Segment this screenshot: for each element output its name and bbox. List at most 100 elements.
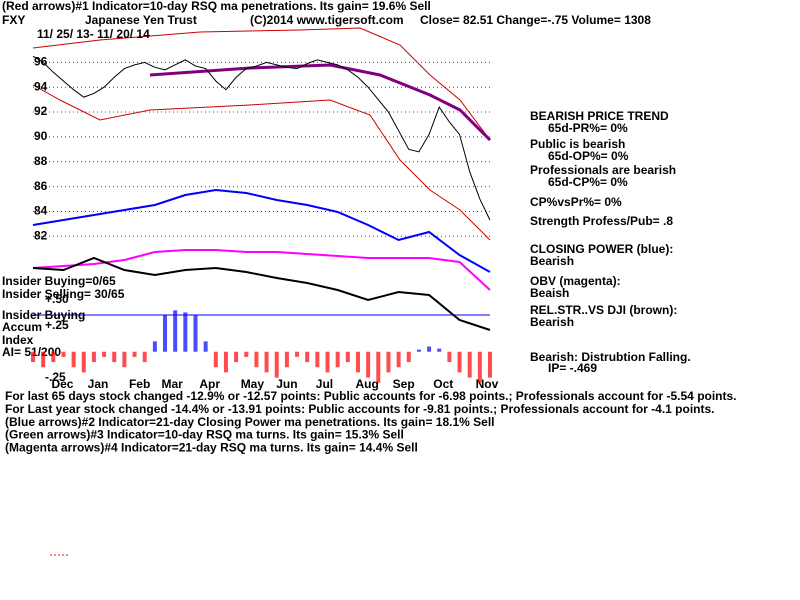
header: (Red arrows)#1 Indicator=10-day RSQ ma p… — [2, 0, 651, 41]
bar — [416, 349, 421, 352]
y-tick-label: 82 — [34, 228, 48, 242]
side-note: OBV (magenta): — [530, 274, 621, 288]
x-tick-label: Sep — [393, 377, 415, 391]
series-line — [32, 256, 491, 331]
bar — [193, 315, 198, 352]
name: Japanese Yen Trust — [85, 13, 197, 27]
y-tick-label: 88 — [34, 154, 48, 168]
bar — [396, 351, 401, 368]
bar — [244, 351, 249, 357]
bar — [315, 351, 320, 368]
side-note: Bearish: Distrubtion Falling. — [530, 350, 691, 364]
bar — [41, 351, 46, 368]
bar — [447, 351, 452, 363]
y-tick-label: 94 — [34, 79, 48, 93]
bar — [112, 351, 117, 363]
bar — [467, 351, 472, 378]
side-note: REL.STR..VS DJI (brown): — [530, 303, 677, 317]
bar — [71, 351, 76, 368]
series-line — [32, 55, 491, 221]
left-label: Insider Buying — [2, 308, 85, 322]
bar — [61, 351, 66, 357]
bar — [81, 351, 86, 373]
y-tick-label: +.25 — [45, 318, 69, 332]
y-tick-label: -.25 — [45, 370, 66, 384]
footer-line: (Green arrows)#3 Indicator=10-day RSQ ma… — [5, 428, 404, 442]
y-tick-label: 84 — [34, 204, 48, 218]
side-note: Public is bearish — [530, 137, 625, 151]
bar — [31, 351, 35, 363]
ticker: FXY — [2, 13, 25, 27]
bar — [427, 346, 432, 352]
bar — [163, 315, 168, 352]
x-tick-label: Jul — [316, 377, 333, 391]
left-label: Index — [2, 333, 34, 347]
side-note: Bearish — [530, 254, 574, 268]
side-note: 65d-CP%= 0% — [548, 175, 628, 189]
x-tick-label: Aug — [355, 377, 378, 391]
plots: 82 84 86 88 90 92 94 96 Dec Jan Feb Mar Apr May Jun Jul… — [31, 55, 499, 391]
side-note: CP%vsPr%= 0% — [530, 195, 622, 209]
y-tick-label: 86 — [34, 179, 48, 193]
bar — [376, 351, 381, 383]
side-note: Professionals are bearish — [530, 163, 676, 177]
bar — [386, 351, 391, 373]
left-label: Insider Selling= 30/65 — [2, 287, 125, 301]
lower-band — [32, 84, 491, 241]
bar — [437, 348, 442, 352]
series-line — [32, 188, 491, 273]
bar — [284, 351, 289, 368]
side-note: CLOSING POWER (blue): — [530, 242, 673, 256]
bar — [274, 351, 279, 378]
footer-line: For Last year stock changed -14.4% or -1… — [5, 402, 715, 416]
bar — [325, 351, 330, 373]
bar — [122, 351, 127, 368]
left-label: Accum — [2, 320, 42, 334]
bar — [335, 351, 340, 368]
x-tick-label: Mar — [161, 377, 183, 391]
side-note: Bearish — [530, 315, 574, 329]
bar — [132, 351, 137, 357]
bar — [234, 351, 239, 363]
copyright: (C)2014 www.tigersoft.com — [250, 13, 404, 27]
bar — [477, 351, 482, 383]
bar — [102, 351, 107, 357]
bar — [355, 351, 360, 373]
x-tick-label: Dec — [51, 377, 73, 391]
x-tick-label: Feb — [129, 377, 150, 391]
bar — [203, 341, 208, 352]
bar — [183, 312, 188, 352]
bar — [91, 351, 96, 363]
moving-average — [149, 63, 492, 142]
quote: Close= 82.51 Change=-.75 Volume= 1308 — [420, 13, 651, 27]
x-tick-label: Apr — [199, 377, 220, 391]
bar — [366, 351, 371, 378]
footer: For last 65 days stock changed -12.9% or… — [5, 389, 737, 454]
bar — [254, 351, 259, 368]
footer-line: (Magenta arrows)#4 Indicator=21-day RSQ … — [5, 440, 418, 454]
date-range: 11/ 25/ 13- 11/ 20/ 14 — [37, 27, 150, 41]
series-line — [32, 249, 491, 291]
header-line: (Red arrows)#1 Indicator=10-day RSQ ma p… — [2, 0, 431, 13]
footer-line: For last 65 days stock changed -12.9% or… — [5, 389, 737, 403]
bar — [223, 351, 228, 373]
bar — [406, 351, 411, 363]
bar — [305, 351, 310, 363]
bar — [264, 351, 269, 373]
left-label: Insider Buying=0/65 — [2, 274, 116, 288]
bar — [152, 341, 157, 352]
footer-line: (Blue arrows)#2 Indicator=21-day Closing… — [5, 415, 495, 429]
x-tick-label: Oct — [433, 377, 453, 391]
bar — [173, 310, 178, 352]
y-tick-label: +.50 — [45, 292, 69, 306]
bar — [457, 351, 462, 373]
bar — [51, 351, 56, 363]
side-note: Strength Profess/Pub= .8 — [530, 214, 673, 228]
y-tick-label: 90 — [34, 129, 48, 143]
x-tick-label: Jan — [88, 377, 109, 391]
bar — [295, 351, 300, 357]
bar — [345, 351, 350, 363]
